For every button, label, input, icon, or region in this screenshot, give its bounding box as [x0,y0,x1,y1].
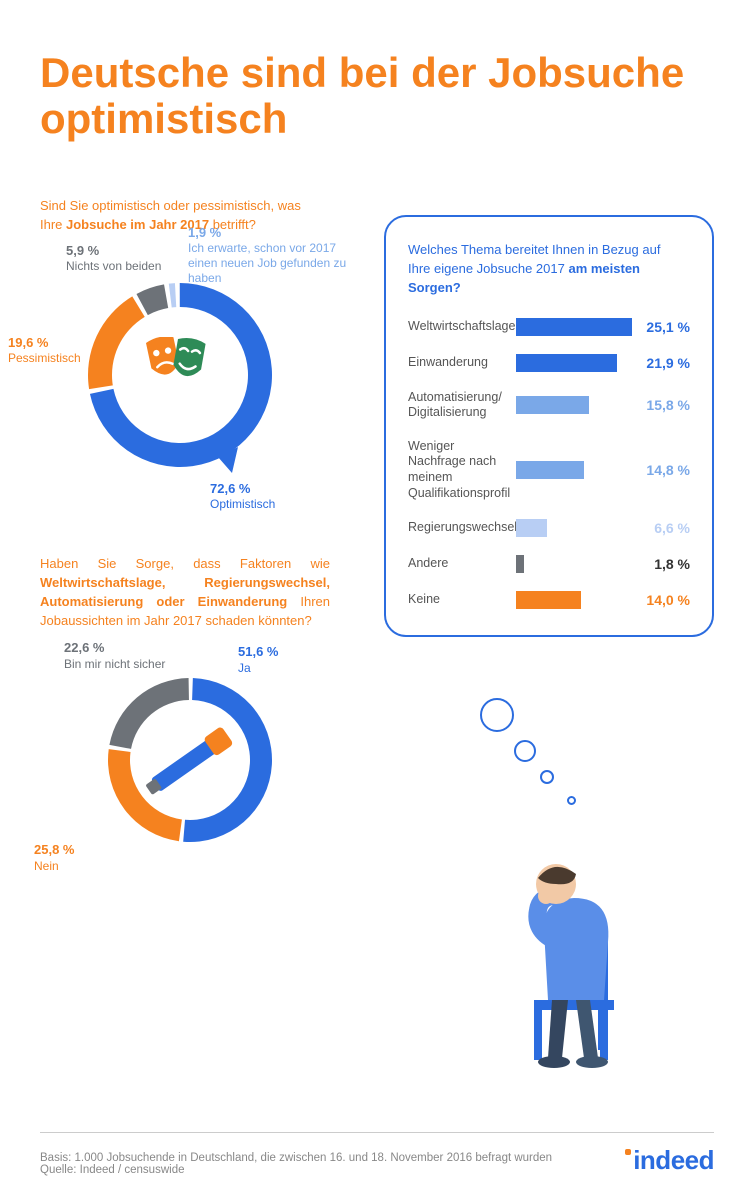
donut-label-yes: 51,6 %Ja [238,644,278,675]
bar-row-4: Regierungswechsel 6,6 % [408,519,690,537]
telescope-icon [135,705,245,815]
bar-value: 25,1 % [632,319,690,335]
q2-line1: Welches Thema bereitet Ihnen in Bezug au… [408,242,660,257]
donut-label-optimistic: 72,6 %Optimistisch [210,481,275,512]
bar-label: Regierungswechsel [408,520,516,536]
bar-label: Keine [408,592,516,608]
donut-label-no: 25,8 %Nein [34,842,74,873]
donut-chart-optimism: 72,6 %Optimistisch19,6 %Pessimistisch5,9… [70,265,290,485]
bar [516,354,617,372]
donut-segment-neither [136,284,168,315]
bar-row-0: Weltwirtschaftslage 25,1 % [408,318,690,336]
bubble-tail-2 [514,740,536,762]
bar-label: Weniger Nachfrage nach meinem Qualifikat… [408,439,516,502]
donut-label-already: 1,9 %Ich erwarte, schon vor 2017 einen n… [188,225,358,286]
q2-line2-pre: Ihre eigene Jobsuche 2017 [408,261,568,276]
bar-value: 6,6 % [628,520,690,536]
bar-label: Andere [408,556,516,572]
bar-row-6: Keine 14,0 % [408,591,690,609]
donut-label-unsure: 22,6 %Bin mir nicht sicher [64,640,165,671]
bar-row-5: Andere 1,8 % [408,555,690,573]
bar-value: 15,8 % [628,397,690,413]
bar [516,555,524,573]
bar-label: Automatisierung/ Digitalisierung [408,390,516,421]
bubble-tail-1 [480,698,514,732]
question-2: Welches Thema bereitet Ihnen in Bezug au… [408,241,690,298]
question-3: Haben Sie Sorge, dass Faktoren wie Weltw… [40,555,330,630]
indeed-logo: indeed [625,1145,714,1176]
bar-row-2: Automatisierung/ Digitalisierung 15,8 % [408,390,690,421]
bubble-tail-3 [540,770,554,784]
donut-chart-worry: 51,6 %Ja25,8 %Nein22,6 %Bin mir nicht si… [90,660,290,860]
footer-source: Quelle: Indeed / censuswide [40,1164,552,1176]
logo-text: indeed [633,1145,714,1175]
donut-label-pessimistic: 19,6 %Pessimistisch [8,335,81,366]
donut-segment-pessimistic [88,296,145,389]
q3-pre: Haben Sie Sorge, dass Faktoren wie [40,556,330,571]
bar [516,396,589,414]
donut-label-neither: 5,9 %Nichts von beiden [66,243,161,274]
donut-segment-already [169,283,176,307]
bar-chart-worries: Weltwirtschaftslage 25,1 % Einwanderung 21,… [408,318,690,610]
bubble-tail-4 [567,796,576,805]
bar [516,519,547,537]
page-title: Deutsche sind bei der Jobsuche optimisti… [40,50,714,142]
bar [516,591,581,609]
bar-row-3: Weniger Nachfrage nach meinem Qualifikat… [408,439,690,502]
bar [516,461,584,479]
footer-basis: Basis: 1.000 Jobsuchende in Deutschland,… [40,1152,552,1164]
bar-label: Weltwirtschaftslage [408,319,516,335]
sitting-person-icon [494,840,694,1080]
bar-value: 21,9 % [628,355,690,371]
bar-value: 14,8 % [628,462,690,478]
footer: Basis: 1.000 Jobsuchende in Deutschland,… [40,1132,714,1176]
bar-label: Einwanderung [408,355,516,371]
bar-row-1: Einwanderung 21,9 % [408,354,690,372]
bar-value: 14,0 % [628,592,690,608]
thought-bubble-panel: Welches Thema bereitet Ihnen in Bezug au… [384,215,714,637]
bar-value: 1,8 % [628,556,690,572]
theatre-masks-icon [140,337,220,407]
bar [516,318,632,336]
